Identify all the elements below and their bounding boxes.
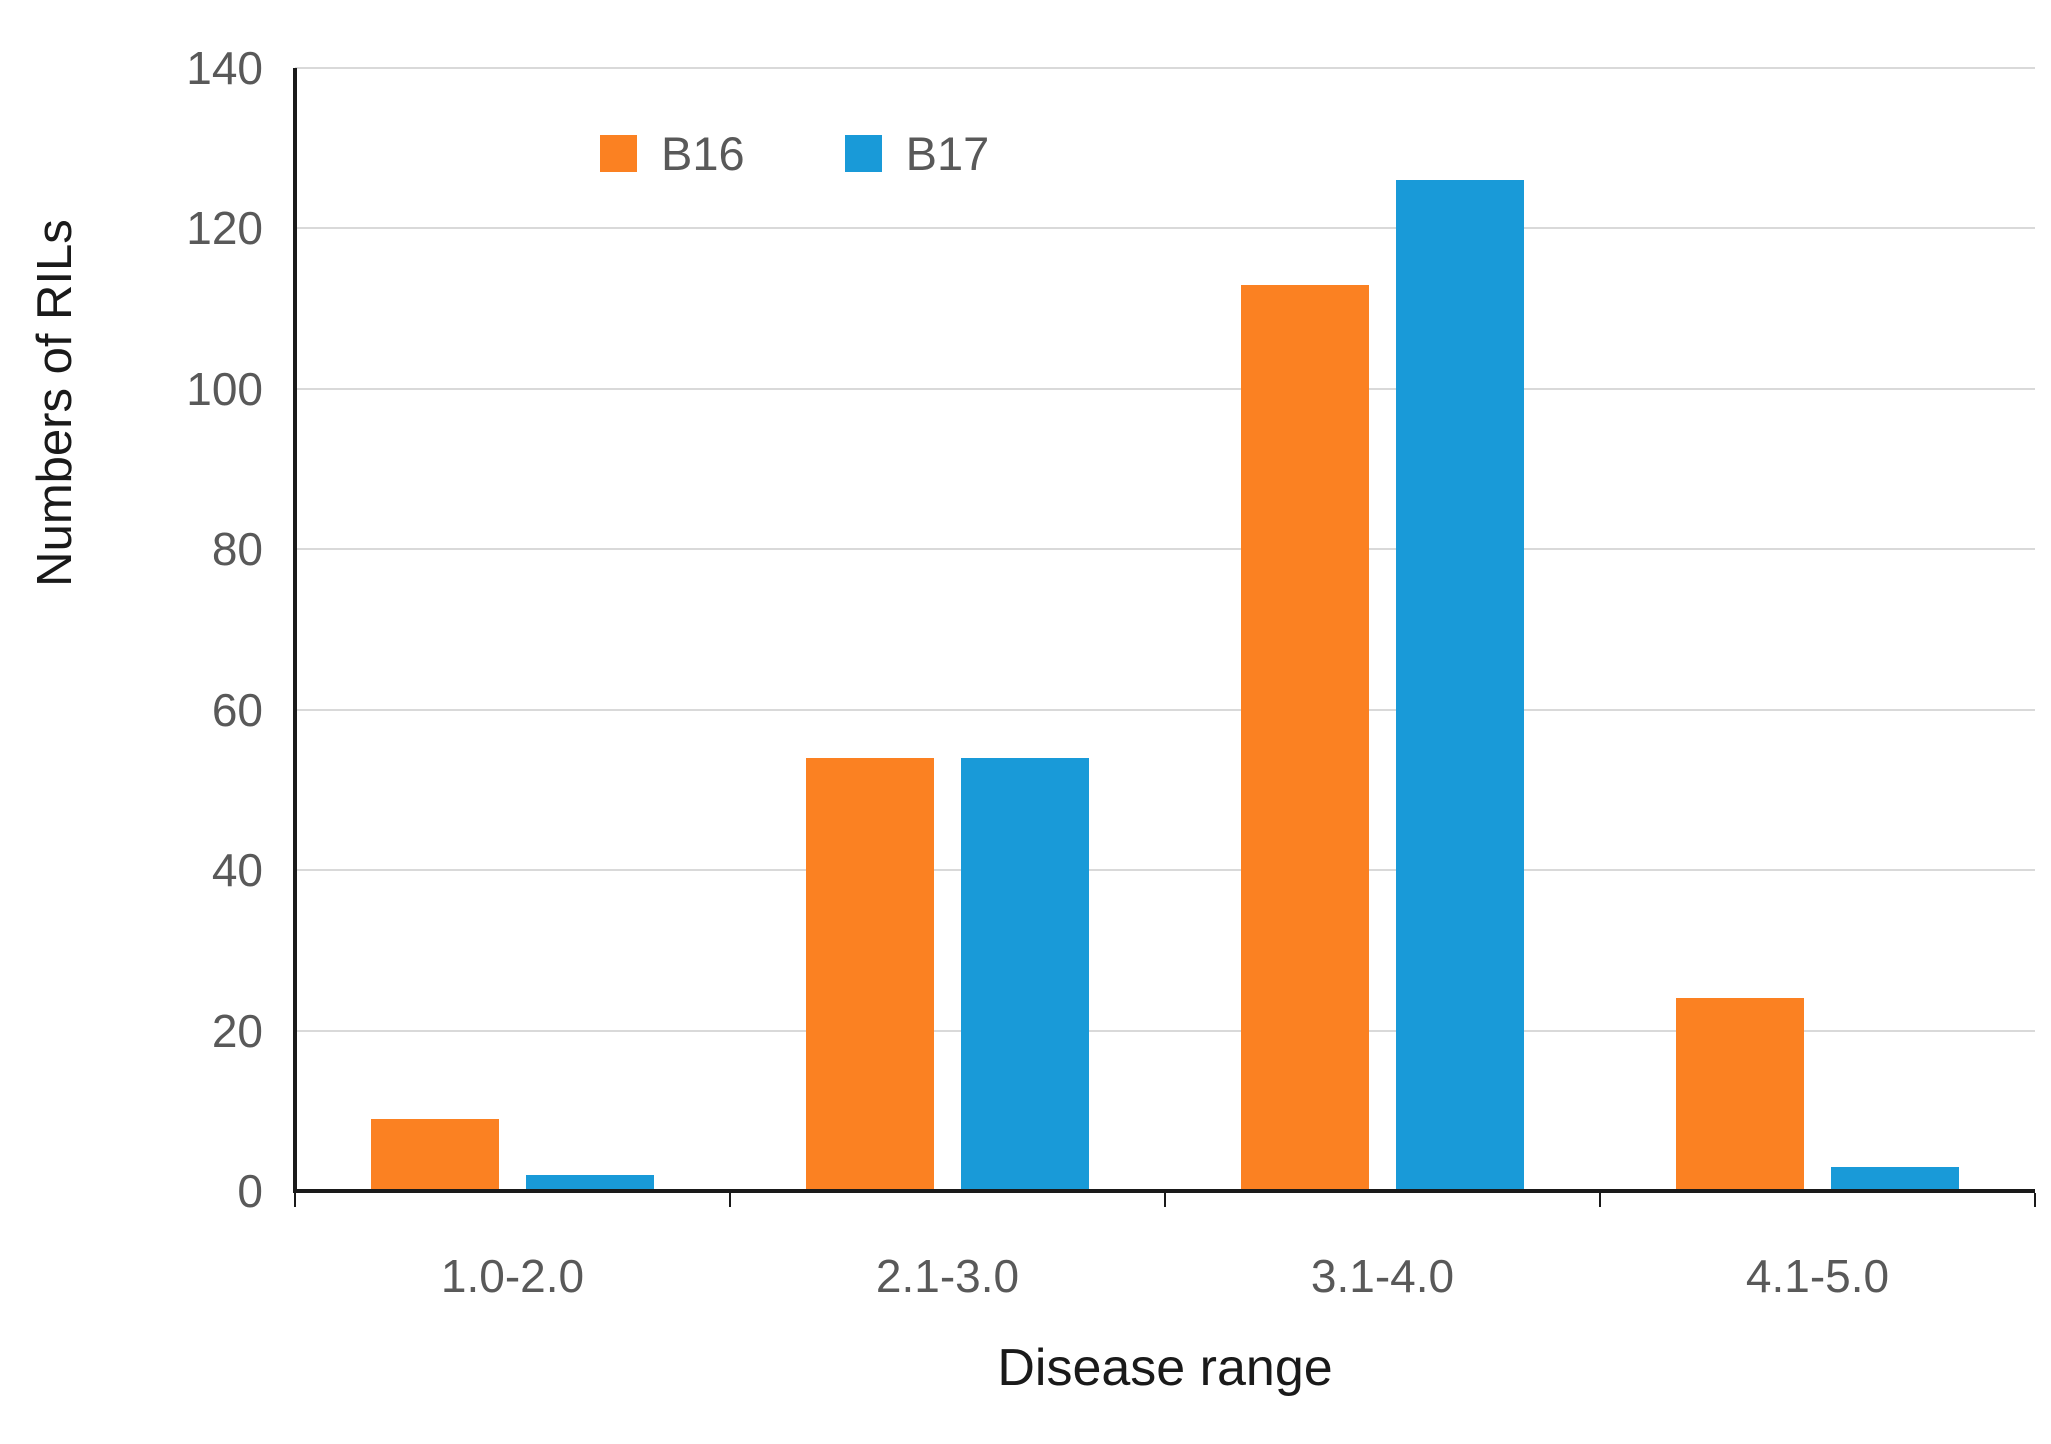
x-category-label: 4.1-5.0: [1745, 1250, 1890, 1302]
bar-b17-1.0-2.0: [526, 1174, 654, 1191]
x-axis-tick: [2034, 1193, 2036, 1207]
y-tick-label: 100: [186, 362, 263, 415]
legend-label-b16: B16: [661, 126, 745, 180]
x-category-label: 2.1-3.0: [875, 1250, 1020, 1302]
y-tick-label: 0: [237, 1165, 263, 1217]
bar-b17-2.1-3.0: [961, 757, 1089, 1191]
x-axis-line: [295, 1189, 2035, 1193]
gridline: [295, 67, 2035, 69]
x-axis-title: Disease range: [997, 1339, 1333, 1397]
x-category-label: 1.0-2.0: [440, 1250, 585, 1302]
gridline: [295, 869, 2035, 872]
y-tick-label: 20: [211, 1004, 263, 1057]
legend-label-b17: B17: [905, 126, 990, 180]
gridline: [295, 1029, 2035, 1032]
x-axis-tick: [729, 1193, 731, 1207]
y-tick-label: 40: [211, 844, 263, 897]
y-tick-label: 60: [211, 683, 263, 736]
bar-b17-4.1-5.0: [1831, 1166, 1959, 1191]
legend-swatch-b16: [600, 134, 637, 172]
gridline: [295, 708, 2035, 711]
bar-b16-1.0-2.0: [371, 1118, 499, 1191]
legend: B16 B17: [600, 118, 989, 188]
x-axis-tick: [1164, 1193, 1166, 1207]
y-tick-label: 140: [186, 42, 263, 94]
y-axis-title: Numbers of RILs: [28, 219, 82, 587]
bar-b16-3.1-4.0: [1241, 284, 1369, 1191]
bar-b17-3.1-4.0: [1396, 180, 1524, 1191]
x-axis-tick: [1599, 1193, 1601, 1207]
y-axis-line: [293, 68, 297, 1193]
y-tick-label: 80: [211, 523, 263, 576]
gridline: [295, 227, 2035, 230]
y-tick-label: 120: [186, 202, 263, 255]
gridline: [295, 387, 2035, 390]
gridline: [295, 548, 2035, 551]
legend-item-b17: B17: [844, 126, 990, 180]
x-category-label: 3.1-4.0: [1310, 1250, 1455, 1302]
x-axis-tick: [294, 1193, 296, 1207]
bar-b16-2.1-3.0: [806, 757, 934, 1191]
legend-item-b16: B16: [600, 130, 745, 177]
bar-b16-4.1-5.0: [1676, 998, 1804, 1191]
legend-swatch-b17: [844, 134, 882, 172]
